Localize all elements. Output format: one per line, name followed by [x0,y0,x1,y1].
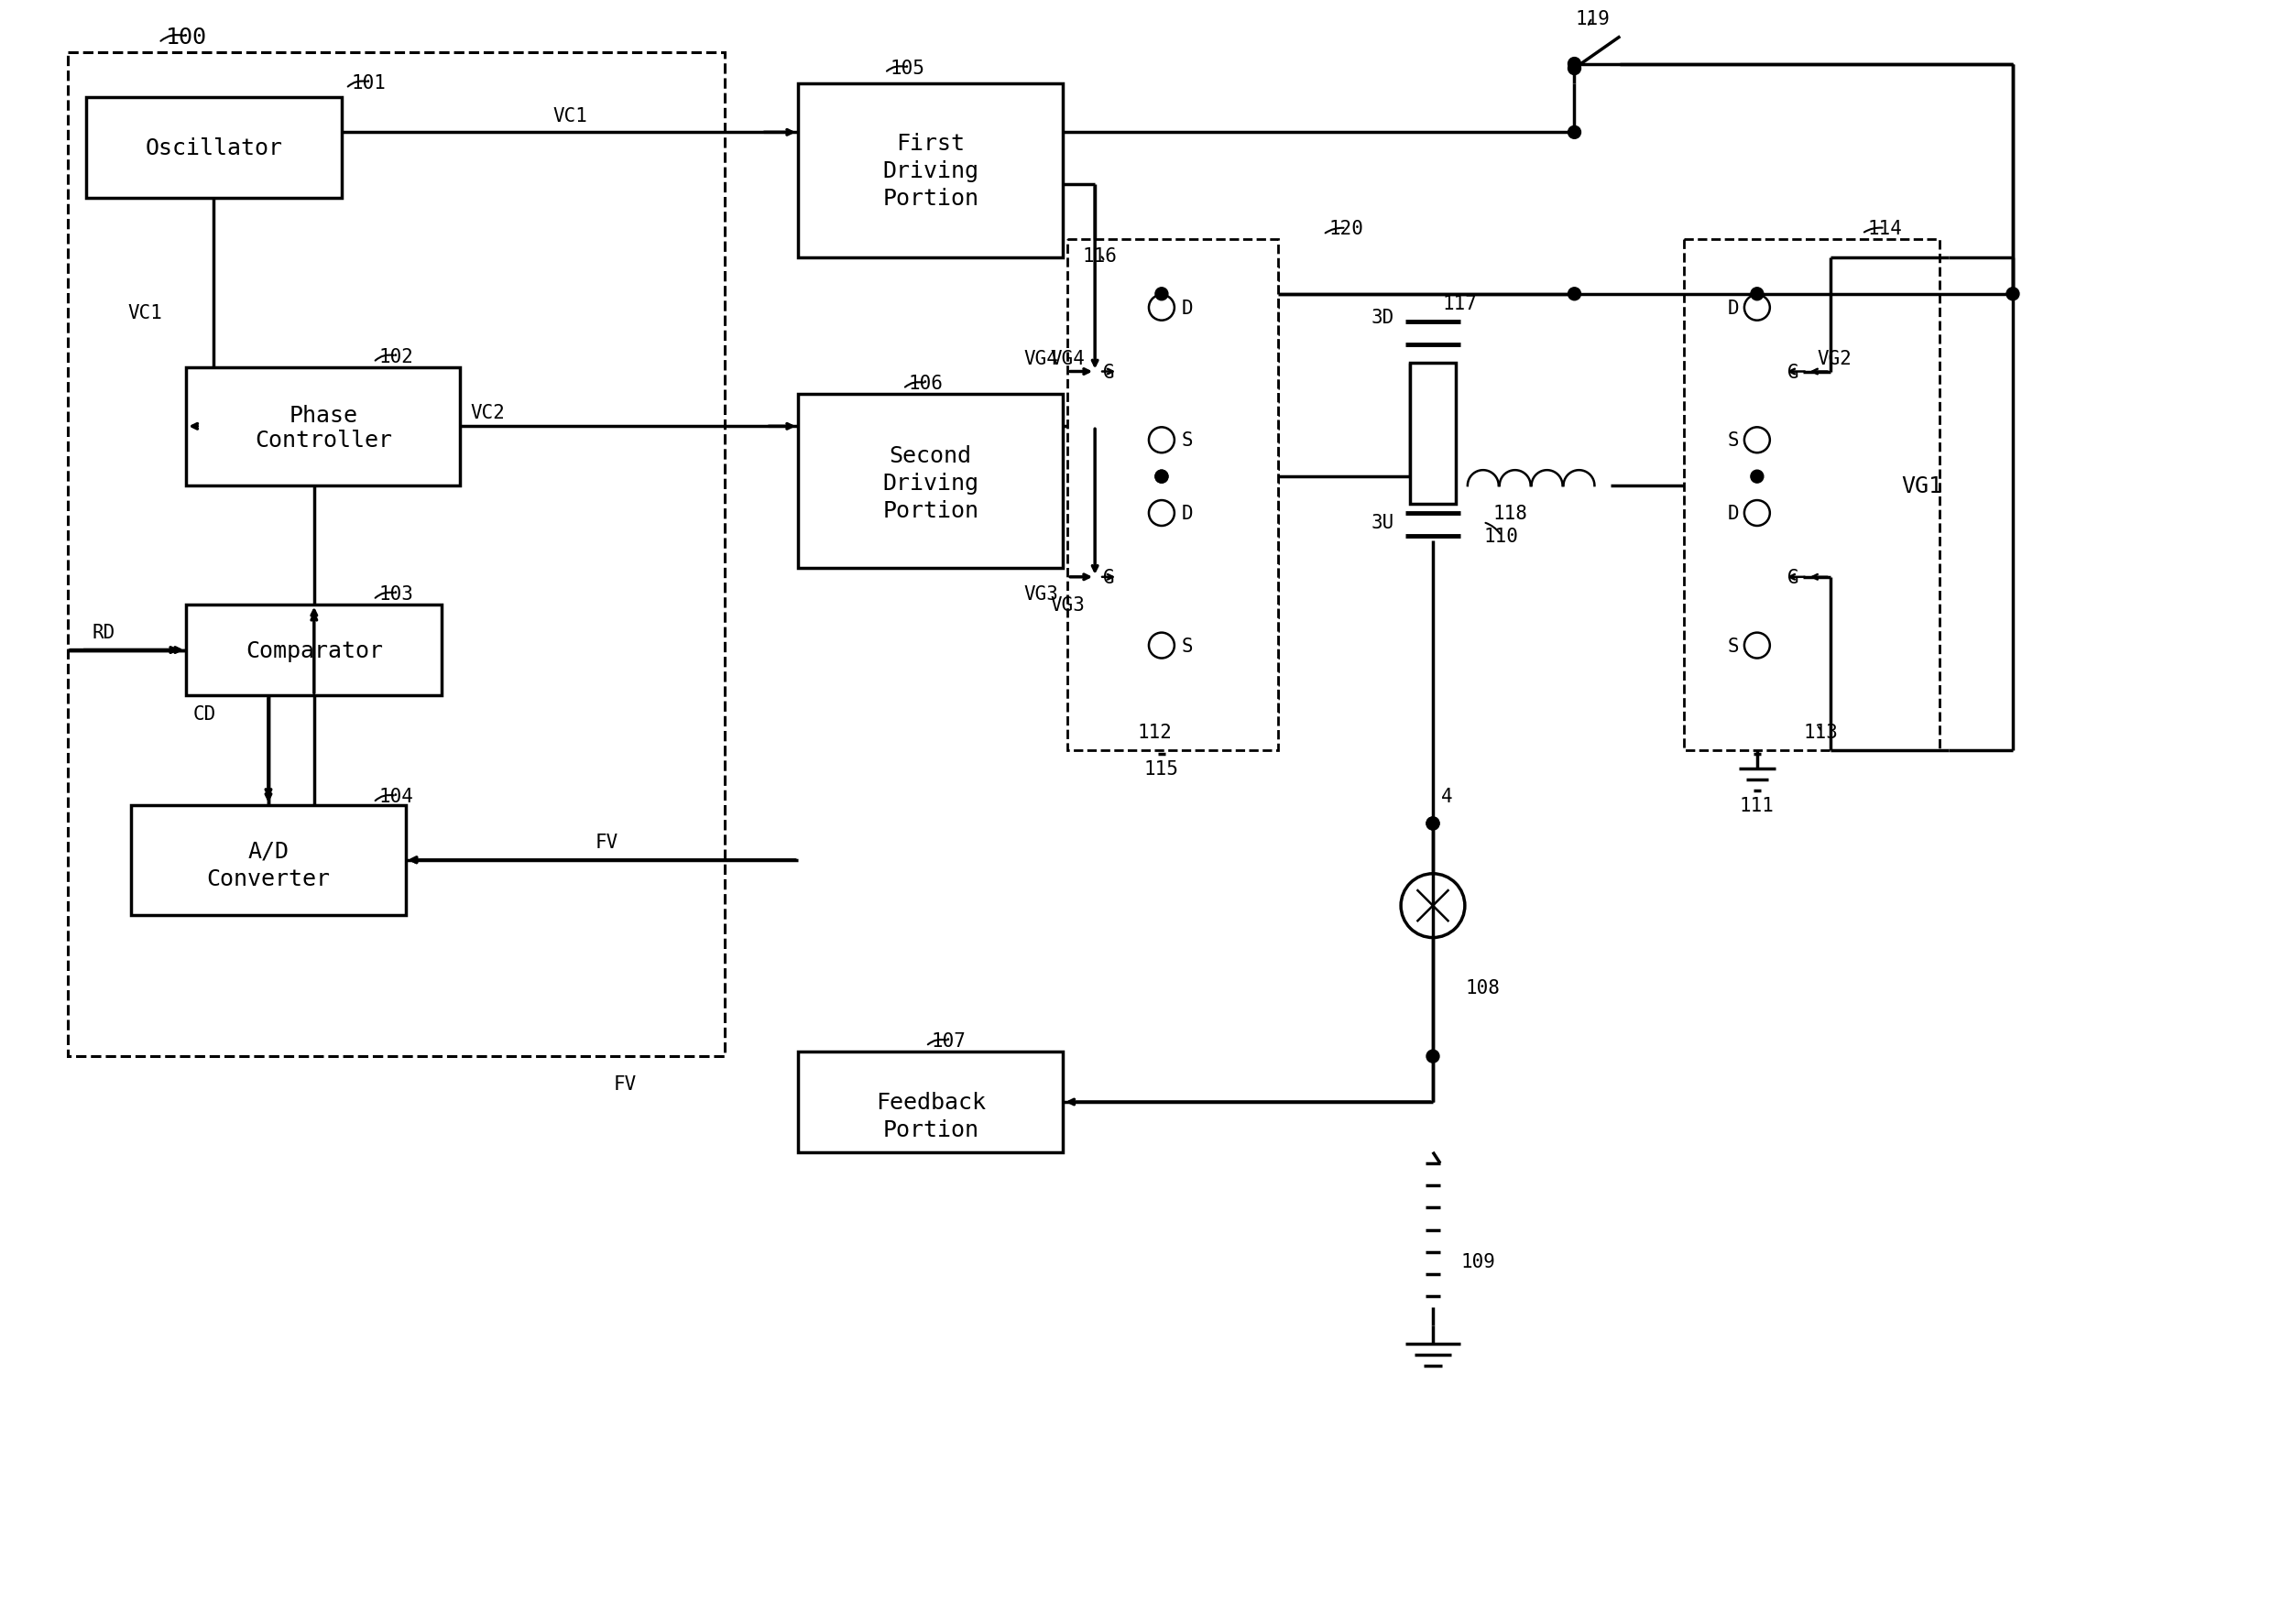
Text: Portion: Portion [882,500,980,521]
Circle shape [1750,471,1764,484]
Bar [86,99,341,198]
Circle shape [1568,127,1580,140]
Text: 103: 103 [380,585,414,603]
Circle shape [1568,287,1580,300]
Text: VG1: VG1 [1900,476,1941,497]
Bar [1684,240,1939,750]
Text: Controller: Controller [255,430,391,451]
Text: A/D: A/D [248,840,289,862]
Text: 112: 112 [1136,723,1171,742]
Text: S: S [1727,637,1739,654]
Text: VC1: VC1 [552,107,586,125]
Text: Feedback: Feedback [875,1091,986,1112]
Text: 111: 111 [1739,796,1775,815]
Text: S: S [1727,432,1739,450]
Bar [798,1052,1064,1153]
Text: 117: 117 [1443,294,1477,313]
Text: D: D [1727,505,1739,523]
Bar [68,52,725,1057]
Text: 120: 120 [1330,219,1364,239]
Text: VG3: VG3 [1023,585,1059,603]
Text: 101: 101 [352,73,386,93]
Text: 105: 105 [891,58,925,78]
Text: 109: 109 [1462,1252,1496,1272]
Text: 116: 116 [1082,247,1116,265]
Text: Comparator: Comparator [245,640,382,661]
Text: Phase: Phase [289,404,357,427]
Text: 102: 102 [380,348,414,365]
Text: FV: FV [614,1075,636,1093]
Text: 3D: 3D [1371,309,1393,326]
Bar [1712,268,1893,715]
Text: Oscillator: Oscillator [145,138,282,159]
Text: VC2: VC2 [471,404,505,422]
Text: Driving: Driving [882,473,980,494]
Bar [1096,268,1277,715]
Circle shape [1155,471,1168,484]
Text: D: D [1727,299,1739,317]
Text: Portion: Portion [882,1119,980,1140]
Circle shape [1750,287,1764,300]
Text: G: G [1789,364,1800,382]
Text: 118: 118 [1493,505,1527,523]
Text: VG3: VG3 [1050,596,1084,614]
Text: 106: 106 [909,375,943,393]
Text: RD: RD [93,624,116,641]
Text: 113: 113 [1805,723,1839,742]
Bar [798,395,1064,568]
Text: VG4: VG4 [1023,349,1059,367]
Text: G: G [1102,364,1114,382]
Text: Second: Second [889,445,973,468]
Text: VG4: VG4 [1050,349,1084,367]
Text: 104: 104 [380,788,414,806]
Circle shape [1568,63,1580,76]
Text: S: S [1182,637,1193,654]
Bar [1068,240,1277,750]
Text: CD: CD [193,705,216,724]
Text: 119: 119 [1575,10,1609,28]
Text: 4: 4 [1441,788,1452,806]
Circle shape [1155,287,1168,300]
Text: 114: 114 [1868,219,1903,239]
Text: 100: 100 [166,26,207,49]
Bar [1409,364,1455,505]
Bar [186,604,441,697]
Text: 107: 107 [932,1031,966,1051]
Text: 110: 110 [1484,528,1518,546]
Text: G: G [1789,568,1800,586]
Text: Portion: Portion [882,188,980,209]
Text: D: D [1182,505,1193,523]
Circle shape [1427,817,1439,830]
Text: G: G [1102,568,1114,586]
Text: D: D [1182,299,1193,317]
Circle shape [2007,287,2018,300]
Text: FV: FV [596,833,618,851]
Text: First: First [896,133,966,154]
Bar [186,367,459,486]
Bar [132,806,405,914]
Text: Converter: Converter [207,867,330,890]
Circle shape [1568,58,1580,71]
Text: 108: 108 [1466,979,1500,997]
Text: VC1: VC1 [127,304,161,322]
Text: Driving: Driving [882,161,980,182]
Text: 115: 115 [1143,760,1180,778]
Circle shape [1155,471,1168,484]
Text: S: S [1182,432,1193,450]
Text: VG2: VG2 [1818,349,1852,367]
Bar [798,84,1064,258]
Text: 3U: 3U [1371,513,1393,533]
Circle shape [1427,817,1439,830]
Circle shape [1427,1051,1439,1064]
